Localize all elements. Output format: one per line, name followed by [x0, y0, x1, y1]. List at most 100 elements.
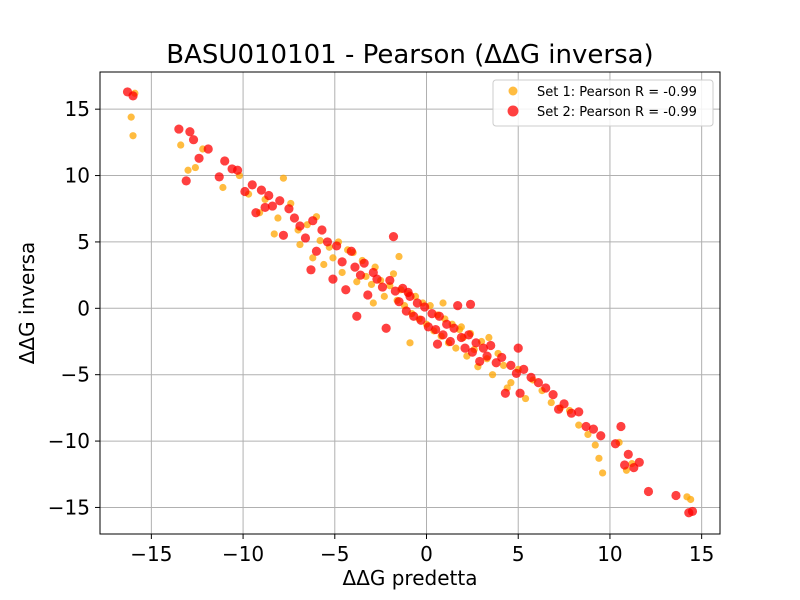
scatter-point-set-2: [574, 407, 584, 417]
scatter-point-set-2: [240, 186, 250, 197]
y-tick-label: 0: [77, 296, 90, 320]
scatter-point-set-2: [432, 339, 443, 349]
scatter-point-set-2: [247, 180, 257, 190]
scatter-point-set-1: [129, 132, 137, 140]
scatter-point-set-2: [442, 319, 452, 329]
scatter-point-set-2: [581, 421, 591, 432]
scatter-point-set-2: [588, 424, 599, 434]
scatter-point-set-2: [409, 311, 419, 321]
scatter-point-set-2: [251, 208, 261, 218]
scatter-point-set-1: [599, 469, 607, 477]
scatter-point-set-2: [610, 439, 621, 449]
scatter-point-set-1: [329, 254, 337, 262]
scatter-point-set-2: [377, 282, 388, 292]
x-tick-label: −10: [222, 542, 264, 566]
scatter-point-set-1: [575, 421, 583, 429]
scatter-point-set-2: [267, 201, 278, 211]
scatter-point-set-2: [174, 124, 184, 134]
scatter-point-set-2: [467, 347, 477, 357]
scatter-point-set-2: [341, 285, 351, 295]
scatter-point-set-2: [548, 390, 558, 400]
y-axis-ticks: −15 −10 −5 0 5 10 15: [48, 97, 100, 519]
scatter-point-set-2: [385, 275, 395, 286]
scatter-point-set-2: [295, 221, 305, 231]
scatter-point-set-2: [394, 297, 404, 307]
y-tick-label: −5: [61, 363, 90, 387]
scatter-point-set-2: [308, 216, 318, 226]
scatter-point-set-2: [533, 378, 544, 388]
scatter-point-set-1: [279, 174, 288, 182]
scatter-point-set-1: [687, 495, 695, 504]
scatter-point-set-1: [191, 163, 199, 172]
scatter-point-set-2: [390, 286, 400, 296]
scatter-point-set-2: [188, 135, 199, 145]
scatter-point-set-2: [185, 127, 195, 137]
scatter-point-set-1: [369, 299, 377, 307]
scatter-point-set-1: [389, 270, 398, 278]
legend-label-set-1: Set 1: Pearson R = -0.99: [537, 85, 697, 100]
scatter-point-set-2: [449, 323, 459, 333]
chart-title: BASU010101 - Pearson (ΔΔG inversa): [166, 40, 653, 70]
scatter-point-set-1: [591, 441, 599, 449]
scatter-point-set-2: [482, 351, 492, 361]
scatter-point-set-1: [296, 240, 304, 249]
scatter-point-set-1: [406, 339, 414, 347]
x-axis-label: ΔΔG predetta: [343, 566, 478, 590]
scatter-point-set-2: [497, 352, 507, 363]
scatter-point-set-1: [270, 230, 278, 238]
scatter-point-set-2: [423, 322, 433, 332]
scatter-point-set-2: [328, 274, 338, 284]
scatter-point-set-2: [388, 232, 399, 242]
scatter-point-set-2: [620, 460, 630, 470]
scatter-point-set-2: [616, 421, 626, 432]
x-axis-ticks: −15 −10 −5 0 5 10 15: [130, 534, 714, 566]
scatter-point-set-1: [547, 398, 555, 407]
y-tick-label: 10: [65, 164, 90, 188]
scatter-point-set-2: [355, 270, 366, 280]
scatter-point-set-1: [338, 268, 346, 277]
y-tick-label: 5: [77, 230, 90, 254]
scatter-point-set-2: [289, 213, 300, 223]
scatter-point-set-1: [485, 333, 493, 342]
scatter-point-set-2: [427, 309, 437, 319]
scatter-point-set-2: [596, 431, 606, 441]
scatter-point-set-2: [275, 196, 285, 206]
scatter-point-set-2: [260, 202, 270, 213]
scatter-point-set-1: [521, 394, 530, 403]
scatter-point-set-2: [438, 330, 448, 340]
scatter-point-set-2: [220, 156, 230, 166]
plot-frame: [99, 71, 721, 535]
scatter-point-set-2: [460, 343, 470, 353]
scatter-point-set-2: [634, 457, 644, 467]
scatter-point-set-1: [177, 141, 185, 149]
scatter-point-set-1: [367, 280, 376, 289]
x-tick-label: 15: [689, 542, 714, 566]
y-tick-label: −15: [48, 495, 90, 519]
data-points: [122, 87, 698, 518]
scatter-point-set-1: [507, 379, 515, 387]
scatter-point-set-2: [381, 323, 391, 333]
scatter-point-set-2: [214, 172, 224, 182]
scatter-point-set-2: [416, 315, 426, 325]
scatter-point-set-2: [412, 298, 422, 308]
scatter-point-set-2: [232, 165, 243, 175]
scatter-point-set-2: [317, 225, 327, 235]
scatter-point-set-2: [311, 246, 322, 256]
scatter-point-set-1: [316, 237, 324, 245]
y-tick-label: −10: [48, 429, 90, 453]
scatter-point-set-2: [300, 233, 311, 243]
scatter-point-set-2: [515, 388, 525, 398]
scatter-point-set-2: [372, 274, 382, 284]
scatter-point-set-2: [264, 190, 274, 201]
scatter-point-set-2: [256, 185, 267, 195]
scatter-point-set-2: [623, 449, 633, 459]
scatter-point-set-2: [352, 311, 362, 321]
scatter-point-set-2: [128, 91, 138, 101]
x-tick-label: −15: [130, 542, 172, 566]
scatter-point-set-1: [439, 299, 447, 307]
legend-marker-set-2: [507, 105, 519, 117]
legend-label-set-2: Set 2: Pearson R = -0.99: [537, 105, 697, 120]
scatter-point-set-1: [488, 371, 497, 379]
scatter-point-set-1: [499, 361, 508, 369]
scatter-point-set-2: [464, 330, 474, 340]
